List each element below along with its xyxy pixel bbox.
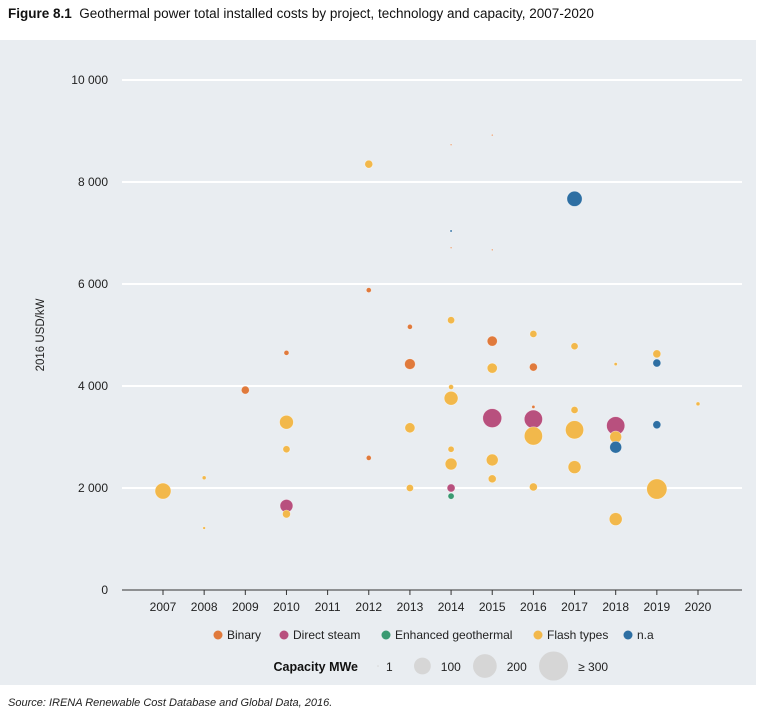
data-point-binary <box>407 324 413 330</box>
figure-title-text: Geothermal power total installed costs b… <box>79 6 594 21</box>
x-tick-label: 2009 <box>232 600 259 614</box>
data-point-flash-types <box>523 426 543 446</box>
data-point-n-a <box>449 229 453 233</box>
legend-marker <box>213 630 223 640</box>
legend-marker <box>623 630 633 640</box>
y-tick-label: 6 000 <box>78 277 108 291</box>
data-point-flash-types <box>448 384 454 390</box>
legend-label: Direct steam <box>293 628 360 642</box>
size-legend-label: 1 <box>386 660 393 674</box>
data-point-binary <box>241 385 250 395</box>
data-point-flash-types <box>529 482 538 492</box>
x-tick-label: 2014 <box>438 600 465 614</box>
x-tick-label: 2018 <box>602 600 629 614</box>
data-point-binary <box>283 350 290 356</box>
data-point-flash-types <box>646 478 668 500</box>
x-tick-label: 2013 <box>397 600 424 614</box>
legend-marker <box>381 630 391 640</box>
data-point-flash-types <box>487 474 497 484</box>
data-point-flash-types <box>282 509 291 519</box>
data-point-flash-types <box>282 445 291 454</box>
data-point-binary <box>365 455 372 461</box>
data-point-n-a <box>566 190 583 207</box>
data-point-flash-types <box>447 445 455 453</box>
data-point-binary <box>529 362 538 372</box>
data-point-flash-types <box>404 422 416 434</box>
data-point-n-a <box>609 440 622 454</box>
data-point-binary <box>449 143 453 146</box>
y-tick-label: 8 000 <box>78 175 108 189</box>
data-point-flash-types <box>485 453 499 467</box>
figure-title: Figure 8.1 Geothermal power total instal… <box>8 6 594 21</box>
data-point-flash-types <box>447 316 455 325</box>
x-tick-label: 2012 <box>355 600 382 614</box>
legend-marker <box>279 630 289 640</box>
data-point-flash-types <box>652 349 662 359</box>
data-point-binary <box>365 287 372 293</box>
data-point-flash-types <box>486 362 498 374</box>
x-tick-label: 2019 <box>643 600 670 614</box>
data-point-n-a <box>652 420 662 430</box>
size-legend-label: 100 <box>441 660 461 674</box>
data-point-flash-types <box>154 482 172 500</box>
y-tick-label: 2 000 <box>78 481 108 495</box>
y-axis-label: 2016 USD/kW <box>35 298 47 371</box>
x-tick-label: 2010 <box>273 600 300 614</box>
size-legend-label: ≥ 300 <box>578 660 608 674</box>
data-point-binary <box>449 246 453 249</box>
data-point-flash-types <box>406 484 414 492</box>
data-point-flash-types <box>565 420 584 440</box>
data-point-flash-types <box>567 460 582 474</box>
data-point-flash-types <box>570 342 579 351</box>
y-tick-label: 0 <box>101 583 108 597</box>
source-note: Source: IRENA Renewable Cost Database an… <box>8 697 333 709</box>
data-point-n-a <box>652 358 662 368</box>
size-legend-title: Capacity MWe <box>273 660 358 674</box>
data-point-flash-types <box>695 401 701 407</box>
data-point-flash-types <box>570 406 579 414</box>
y-tick-label: 10 000 <box>71 73 108 87</box>
legend-marker <box>533 630 543 640</box>
data-point-binary <box>491 248 494 251</box>
data-point-flash-types <box>279 414 294 430</box>
data-point-binary <box>404 358 416 370</box>
data-point-flash-types <box>364 159 374 169</box>
data-point-direct-steam <box>446 483 456 493</box>
data-point-binary <box>491 133 494 137</box>
data-point-flash-types <box>202 526 206 530</box>
data-point-binary <box>486 335 498 347</box>
x-tick-label: 2007 <box>150 600 177 614</box>
legend-label: Binary <box>227 628 261 642</box>
x-tick-label: 2011 <box>315 600 341 614</box>
data-point-flash-types <box>613 362 618 366</box>
size-legend-marker <box>377 665 379 667</box>
data-point-direct-steam <box>482 408 502 428</box>
size-legend-marker <box>539 651 569 681</box>
data-point-flash-types <box>201 475 207 481</box>
data-point-flash-types <box>444 457 458 471</box>
x-tick-label: 2008 <box>191 600 218 614</box>
data-point-binary <box>531 405 536 409</box>
legend-label: Enhanced geothermal <box>395 628 512 642</box>
y-tick-label: 4 000 <box>78 379 108 393</box>
x-tick-label: 2016 <box>520 600 547 614</box>
data-point-direct-steam <box>523 409 543 429</box>
x-tick-label: 2017 <box>561 600 588 614</box>
x-tick-label: 2020 <box>685 600 712 614</box>
chart-panel <box>0 40 756 685</box>
data-point-flash-types <box>529 330 538 338</box>
size-legend-marker <box>473 654 497 678</box>
data-point-flash-types <box>443 391 459 406</box>
data-point-flash-types <box>608 512 623 526</box>
legend-label: Flash types <box>547 628 608 642</box>
data-point-enhanced-geothermal <box>447 492 455 500</box>
figure-label: Figure 8.1 <box>8 6 72 21</box>
size-legend-label: 200 <box>507 660 527 674</box>
size-legend-marker <box>414 657 431 675</box>
legend-label: n.a <box>637 628 654 642</box>
x-tick-label: 2015 <box>479 600 506 614</box>
